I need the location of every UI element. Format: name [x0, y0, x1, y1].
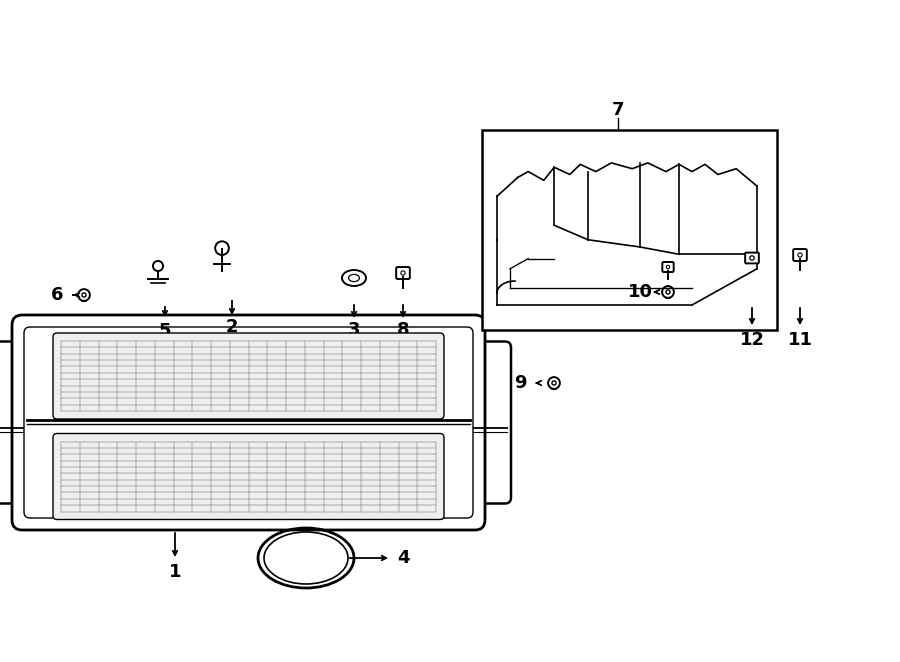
Text: 11: 11 [788, 331, 813, 349]
FancyBboxPatch shape [0, 342, 36, 504]
Text: 3: 3 [347, 321, 360, 339]
FancyBboxPatch shape [745, 253, 759, 263]
FancyBboxPatch shape [53, 434, 444, 520]
Text: 12: 12 [740, 331, 764, 349]
FancyBboxPatch shape [793, 249, 806, 261]
FancyBboxPatch shape [53, 333, 444, 419]
Text: 2: 2 [226, 318, 239, 336]
Bar [482, 130, 777, 330]
Text: 6: 6 [50, 286, 63, 304]
Text: 7: 7 [612, 101, 625, 119]
Text: 1: 1 [169, 563, 181, 581]
FancyBboxPatch shape [662, 262, 674, 272]
Text: 8: 8 [397, 321, 410, 339]
Text: 5: 5 [158, 322, 171, 340]
FancyBboxPatch shape [396, 267, 410, 279]
FancyBboxPatch shape [24, 327, 473, 518]
Text: 10: 10 [627, 283, 652, 301]
Text: 9: 9 [514, 374, 526, 392]
Text: 4: 4 [397, 549, 410, 567]
FancyBboxPatch shape [461, 342, 511, 504]
FancyBboxPatch shape [12, 315, 485, 530]
